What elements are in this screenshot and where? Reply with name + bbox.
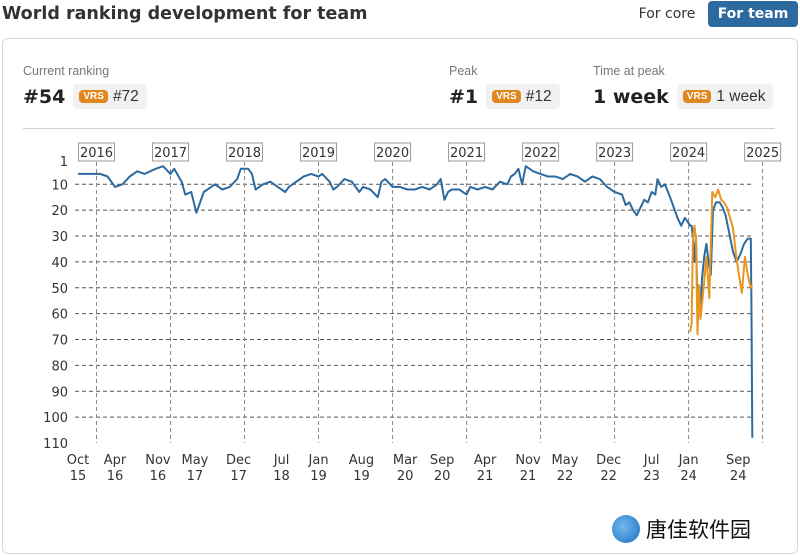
x-tick-label: 16 <box>150 469 167 484</box>
ranking-card: Current ranking #54 VRS #72 Peak #1 VRS … <box>2 38 798 554</box>
vrs-value: #12 <box>525 87 552 105</box>
y-tick-label: 50 <box>51 282 68 297</box>
vrs-box: VRS #12 <box>486 84 560 109</box>
x-tick-label: Oct <box>67 453 89 468</box>
x-tick-label: 17 <box>230 469 247 484</box>
x-tick-label: Sep <box>726 453 751 468</box>
x-tick-label: 24 <box>730 469 747 484</box>
y-tick-label: 20 <box>51 204 68 219</box>
x-tick-label: Apr <box>474 453 497 468</box>
x-tick-label: 23 <box>643 469 660 484</box>
stat-label: Time at peak <box>593 64 665 78</box>
year-marker-label: 2021 <box>450 146 483 161</box>
x-tick-label: Jan <box>308 453 329 468</box>
y-tick-label: 70 <box>51 334 68 349</box>
y-tick-label: 1 <box>60 155 68 170</box>
stat-value: #54 <box>23 85 66 108</box>
series-line-vrs <box>689 188 754 336</box>
year-marker-box <box>374 142 412 162</box>
year-marker-label: 2017 <box>154 146 187 161</box>
x-tick-label: Nov <box>515 453 541 468</box>
y-tick-label: 30 <box>51 230 68 245</box>
x-tick-label: Apr <box>104 453 127 468</box>
x-tick-label: 19 <box>353 469 370 484</box>
year-marker-box <box>448 142 486 162</box>
page-title: World ranking development for team <box>2 4 368 24</box>
x-tick-label: 17 <box>187 469 204 484</box>
year-marker-label: 2023 <box>598 146 631 161</box>
x-tick-label: 18 <box>273 469 290 484</box>
y-tick-label: 40 <box>51 256 68 271</box>
y-tick-label: 80 <box>51 359 68 374</box>
watermark-logo-icon <box>612 515 640 543</box>
year-marker-box <box>596 142 634 162</box>
year-marker-label: 2024 <box>672 146 705 161</box>
x-tick-label: 20 <box>434 469 451 484</box>
x-tick-label: Dec <box>596 453 621 468</box>
year-marker-box <box>744 142 782 162</box>
vrs-badge: VRS <box>492 90 521 103</box>
x-tick-label: 21 <box>520 469 537 484</box>
x-tick-label: 21 <box>477 469 494 484</box>
year-marker-box <box>670 142 708 162</box>
vrs-value: 1 week <box>716 87 766 105</box>
year-marker-box <box>78 142 116 162</box>
x-tick-label: May <box>181 453 208 468</box>
x-tick-label: Nov <box>145 453 171 468</box>
divider <box>23 128 775 129</box>
stat-value: 1 week <box>593 85 669 108</box>
x-tick-label: 19 <box>310 469 327 484</box>
vrs-box: VRS 1 week <box>676 84 774 109</box>
y-tick-label: 110 <box>43 437 68 452</box>
x-tick-label: 22 <box>557 469 574 484</box>
vrs-badge: VRS <box>682 90 712 103</box>
x-tick-label: 24 <box>680 469 697 484</box>
header: World ranking development for team For c… <box>0 0 800 32</box>
x-tick-label: Aug <box>349 453 374 468</box>
y-tick-label: 90 <box>51 385 68 400</box>
year-marker-box <box>226 142 264 162</box>
vrs-value: #72 <box>112 87 139 105</box>
y-tick-label: 60 <box>51 308 68 323</box>
year-marker-box <box>300 142 338 162</box>
x-tick-label: Mar <box>393 453 418 468</box>
year-marker-label: 2016 <box>80 146 113 161</box>
series-line-ranking <box>78 165 754 438</box>
year-marker-label: 2018 <box>228 146 261 161</box>
stat-label: Peak <box>449 64 478 78</box>
x-tick-label: Jan <box>678 453 699 468</box>
stat-peak: Peak #1 VRS #12 <box>449 64 560 109</box>
x-tick-label: 22 <box>600 469 617 484</box>
x-tick-label: 16 <box>107 469 124 484</box>
watermark: 唐佳软件园 <box>612 512 751 546</box>
year-marker-box <box>522 142 560 162</box>
vrs-badge: VRS <box>79 90 108 103</box>
stat-label: Current ranking <box>23 64 110 78</box>
x-tick-label: 20 <box>397 469 414 484</box>
year-marker-label: 2019 <box>302 146 335 161</box>
stat-current-ranking: Current ranking #54 VRS #72 <box>23 64 147 109</box>
vrs-box: VRS #72 <box>73 84 147 109</box>
y-tick-label: 10 <box>51 178 68 193</box>
x-tick-label: 15 <box>70 469 87 484</box>
toggle-team-button[interactable]: For team <box>708 1 798 27</box>
x-tick-label: Jul <box>643 453 660 468</box>
stat-value: #1 <box>449 85 479 108</box>
toggle-core-button[interactable]: For core <box>638 6 696 22</box>
year-marker-label: 2020 <box>376 146 409 161</box>
x-tick-label: May <box>552 453 579 468</box>
year-marker-label: 2022 <box>524 146 557 161</box>
stat-time-at-peak: Time at peak 1 week VRS 1 week <box>593 64 774 109</box>
x-tick-label: Sep <box>430 453 455 468</box>
year-marker-box <box>152 142 190 162</box>
y-tick-label: 100 <box>43 411 68 426</box>
x-tick-label: Jul <box>273 453 290 468</box>
x-tick-label: Dec <box>226 453 251 468</box>
year-marker-label: 2025 <box>746 146 779 161</box>
